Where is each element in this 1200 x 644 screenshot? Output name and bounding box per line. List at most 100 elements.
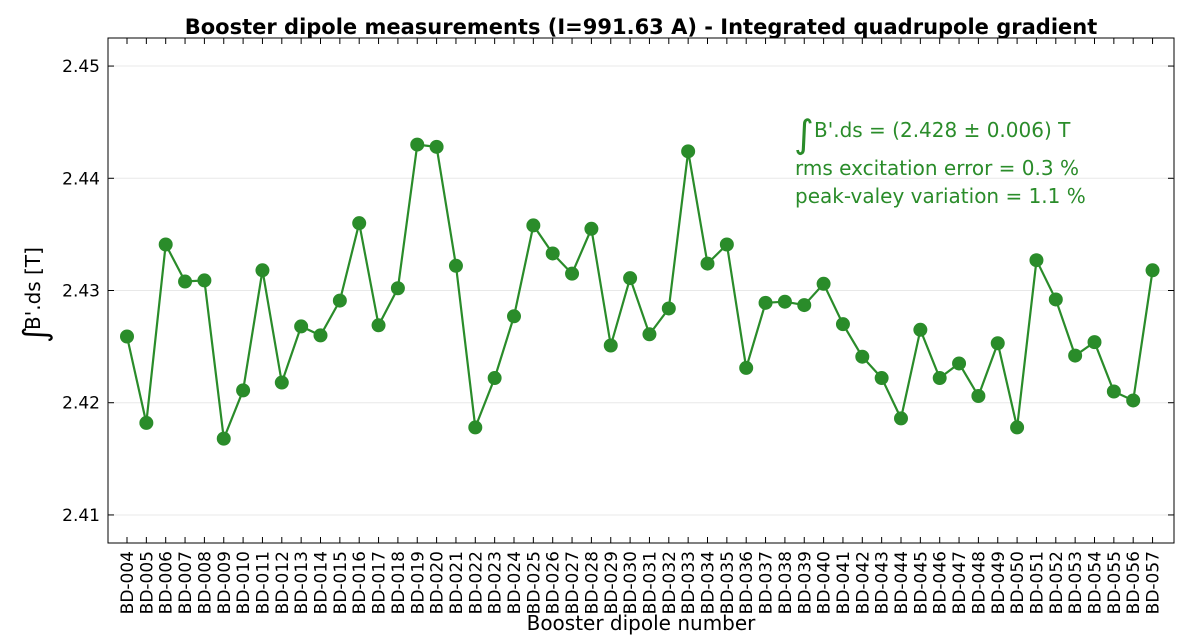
data-point (584, 221, 599, 236)
x-tick-label: BD-025 (524, 551, 544, 614)
x-tick-label: BD-007 (176, 551, 196, 614)
x-tick-label: BD-057 (1144, 551, 1164, 614)
data-point (855, 349, 870, 364)
data-point (835, 317, 850, 332)
data-point (797, 298, 812, 313)
data-point (777, 294, 792, 309)
data-point (255, 263, 270, 278)
y-tick-label: 2.44 (62, 169, 100, 189)
annotation-rms: rms excitation error = 0.3 % (795, 156, 1079, 180)
annotation-peak-valley: peak-valey variation = 1.1 % (795, 184, 1086, 208)
x-tick-label: BD-054 (1086, 551, 1106, 614)
y-axis-ticks: 2.41 2.42 2.43 2.44 2.45 (62, 57, 1174, 526)
x-axis-ticks: BD-004 BD-005 BD-006 BD-007 BD-008 BD-009 BD-0… (118, 38, 1164, 614)
data-point (1068, 348, 1083, 363)
data-point (139, 415, 154, 430)
x-tick-label: BD-039 (795, 551, 815, 614)
data-point (894, 411, 908, 426)
x-tick-label: BD-055 (1105, 551, 1125, 614)
series-line (125, 143, 1154, 440)
x-tick-label: BD-042 (853, 551, 873, 614)
x-tick-label: BD-037 (757, 551, 777, 614)
x-tick-label: BD-011 (253, 551, 273, 614)
data-point (390, 281, 405, 296)
data-point (719, 237, 734, 252)
x-tick-label: BD-013 (292, 551, 312, 614)
x-tick-label: BD-050 (1008, 551, 1028, 614)
x-tick-label: BD-048 (969, 551, 989, 614)
x-tick-label: BD-053 (1066, 551, 1086, 614)
x-tick-label: BD-005 (137, 551, 157, 614)
x-tick-label: BD-020 (428, 551, 448, 614)
data-point (565, 266, 580, 281)
data-point (236, 383, 251, 398)
x-tick-label: BD-004 (118, 551, 138, 614)
data-point (332, 293, 347, 308)
x-axis-label: Booster dipole number (527, 611, 757, 635)
x-tick-label: BD-006 (157, 551, 177, 614)
data-point (545, 246, 560, 261)
data-point (642, 327, 657, 342)
data-point (1106, 384, 1121, 399)
annotation-integral: B'.ds = (2.428 ± 0.006) T (814, 118, 1071, 142)
data-point (1145, 263, 1160, 278)
y-axis-label-group: ∫ B'.ds [T] (16, 247, 54, 343)
x-tick-label: BD-046 (931, 551, 951, 614)
data-point (429, 139, 444, 154)
y-tick-label: 2.42 (62, 394, 100, 414)
x-tick-label: BD-056 (1124, 551, 1144, 614)
x-tick-label: BD-052 (1047, 551, 1067, 614)
x-tick-label: BD-026 (544, 551, 564, 614)
integral-symbol: ∫ (16, 326, 54, 343)
x-tick-label: BD-051 (1027, 551, 1047, 614)
data-point (120, 329, 134, 344)
x-tick-label: BD-031 (640, 551, 660, 614)
data-point (990, 336, 1005, 351)
data-point (371, 318, 386, 333)
chart-title: Booster dipole measurements (I=991.63 A)… (185, 15, 1098, 39)
x-tick-label: BD-016 (350, 551, 370, 614)
x-tick-label: BD-009 (215, 551, 235, 614)
data-point (932, 371, 947, 386)
data-point (913, 322, 928, 337)
data-point (507, 309, 521, 324)
y-tick-label: 2.41 (62, 506, 100, 526)
data-point (313, 328, 328, 343)
data-point (816, 276, 831, 291)
data-point (197, 273, 212, 288)
x-tick-label: BD-034 (699, 551, 719, 614)
data-point (274, 375, 289, 390)
x-tick-label: BD-035 (718, 551, 738, 614)
data-point (178, 274, 193, 289)
data-point (623, 271, 638, 286)
x-tick-label: BD-049 (989, 551, 1009, 614)
x-tick-label: BD-019 (408, 551, 428, 614)
data-point (526, 218, 541, 233)
x-tick-label: BD-015 (331, 551, 351, 614)
x-tick-label: BD-008 (195, 551, 215, 614)
data-point (1126, 393, 1141, 408)
y-tick-label: 2.43 (62, 282, 100, 302)
data-point (1010, 420, 1025, 435)
x-tick-label: BD-041 (834, 551, 854, 614)
data-point (487, 371, 502, 386)
data-point (681, 144, 696, 159)
data-series (120, 137, 1160, 446)
data-point (216, 431, 231, 446)
data-point (971, 388, 986, 403)
data-point (1087, 335, 1102, 350)
x-tick-label: BD-045 (911, 551, 931, 614)
x-tick-label: BD-043 (873, 551, 893, 614)
data-point (448, 258, 463, 273)
x-tick-label: BD-029 (602, 551, 622, 614)
data-point (352, 216, 367, 231)
x-tick-label: BD-017 (370, 551, 390, 614)
data-point (158, 237, 173, 252)
data-point (603, 338, 618, 353)
data-point (758, 295, 773, 310)
x-tick-label: BD-038 (776, 551, 796, 614)
x-tick-label: BD-014 (312, 551, 332, 614)
x-tick-label: BD-040 (815, 551, 835, 614)
